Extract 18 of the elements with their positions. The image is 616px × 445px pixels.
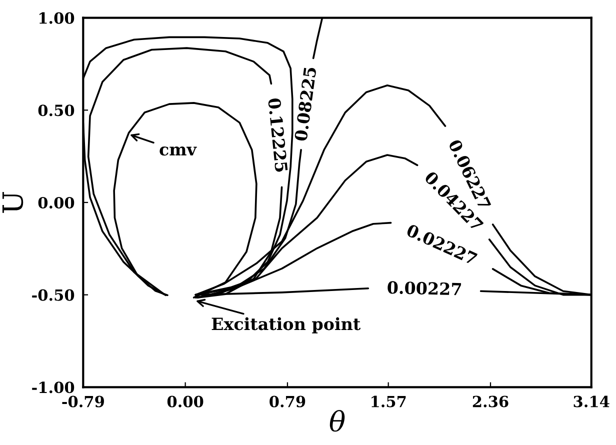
x-tick-label: 3.14	[574, 396, 610, 408]
y-tick-label: 0.50	[38, 104, 74, 116]
x-axis-title: θ	[330, 410, 345, 432]
y-axis-title: U	[2, 192, 24, 213]
series-label: 0.00227	[388, 281, 462, 296]
y-tick-label: 0.00	[38, 196, 74, 208]
y-tick-label: 1.00	[39, 12, 74, 24]
y-tick-label: -1.00	[32, 382, 74, 394]
annotation: cmv	[160, 146, 197, 156]
text: 0.12225	[268, 98, 288, 172]
x-tick-label: 1.57	[372, 396, 406, 408]
y-tick-label: -0.50	[32, 289, 74, 301]
x-tick-label: -0.79	[62, 396, 104, 408]
x-tick-label: 2.36	[472, 396, 508, 408]
annotation: Excitation point	[212, 317, 361, 334]
text: 0.08225	[294, 66, 317, 142]
x-tick-label: 0.00	[167, 396, 204, 408]
x-tick-label: 0.79	[270, 396, 306, 408]
